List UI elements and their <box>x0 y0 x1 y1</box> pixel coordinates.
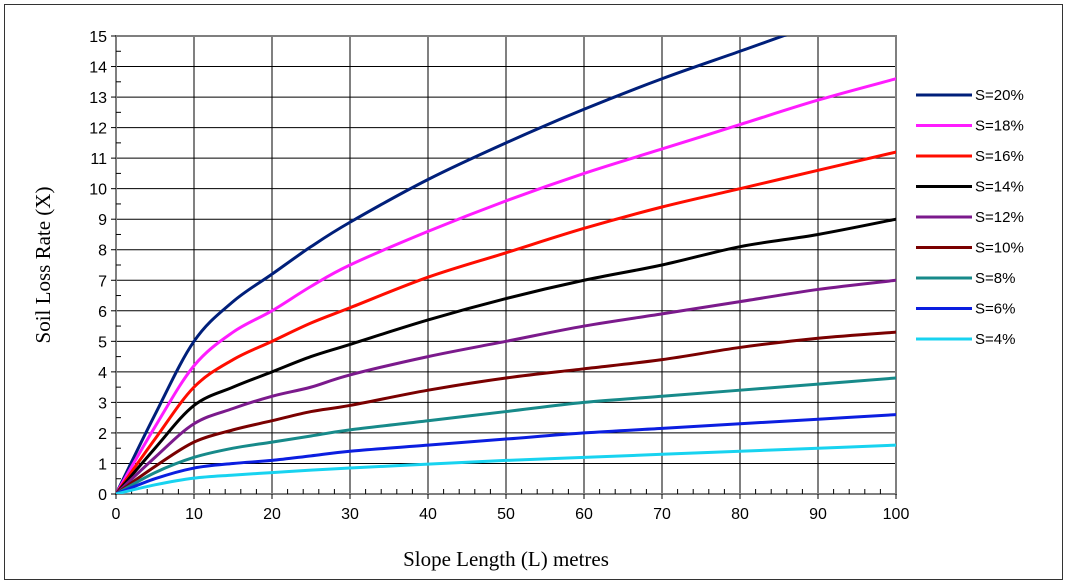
x-tick-label: 70 <box>653 506 671 523</box>
x-tick-label: 100 <box>883 506 910 523</box>
legend-label: S=10% <box>975 240 1024 257</box>
legend-label: S=18% <box>975 118 1024 135</box>
series-line-2 <box>116 150 896 494</box>
x-tick-label: 40 <box>419 506 437 523</box>
y-tick-label: 0 <box>98 487 107 504</box>
x-tick-label: 50 <box>497 506 515 523</box>
y-tick-label: 11 <box>90 151 107 168</box>
y-tick-label: 9 <box>98 212 107 229</box>
y-tick-label: 5 <box>98 334 107 351</box>
x-tick-label: 30 <box>341 506 359 523</box>
y-tick-label: 2 <box>98 426 107 443</box>
y-axis-title: Soil Loss Rate (X) <box>31 187 55 344</box>
legend-label: S=6% <box>975 301 1015 318</box>
y-tick-label: 7 <box>98 273 107 290</box>
y-tick-label: 1 <box>98 456 107 473</box>
y-tick-label: 15 <box>89 29 107 46</box>
legend-label: S=8% <box>975 270 1015 287</box>
y-tick-label: 8 <box>98 243 107 260</box>
y-tick-label: 4 <box>98 365 107 382</box>
y-tick-label: 6 <box>98 304 107 321</box>
series-line-8 <box>116 443 896 494</box>
series-line-5 <box>116 330 896 494</box>
x-axis-title: Slope Length (L) metres <box>403 547 609 571</box>
x-tick-labels: 0 10 20 30 40 50 60 70 80 90 100 <box>112 506 910 523</box>
x-tick-label: 60 <box>575 506 593 523</box>
series-line-4 <box>116 278 896 494</box>
legend: S=20% S=18% S=16% S=14% S=12% S=10% S=8% S=6% S=… <box>916 87 1024 348</box>
y-tick-label: 13 <box>89 90 107 107</box>
y-tick-label: 14 <box>89 60 107 77</box>
series-lines <box>116 36 896 494</box>
y-tick-label: 3 <box>98 395 107 412</box>
series-line-3 <box>116 217 896 494</box>
legend-label: S=12% <box>975 209 1024 226</box>
y-tick-label: 12 <box>89 121 107 138</box>
legend-label: S=20% <box>975 87 1024 104</box>
x-tick-label: 90 <box>809 506 827 523</box>
series-line-7 <box>116 413 896 494</box>
x-tick-label: 80 <box>731 506 749 523</box>
series-line-6 <box>116 376 896 494</box>
series-line-0 <box>116 36 788 494</box>
legend-label: S=14% <box>975 179 1024 196</box>
series-line-1 <box>116 77 896 494</box>
x-tick-label: 0 <box>112 506 121 523</box>
legend-label: S=16% <box>975 148 1024 165</box>
legend-label: S=4% <box>975 331 1015 348</box>
x-tick-label: 20 <box>263 506 281 523</box>
x-tick-label: 10 <box>185 506 203 523</box>
minor-ticks <box>111 35 897 499</box>
y-tick-label: 10 <box>89 182 107 199</box>
grid-lines <box>116 36 896 494</box>
